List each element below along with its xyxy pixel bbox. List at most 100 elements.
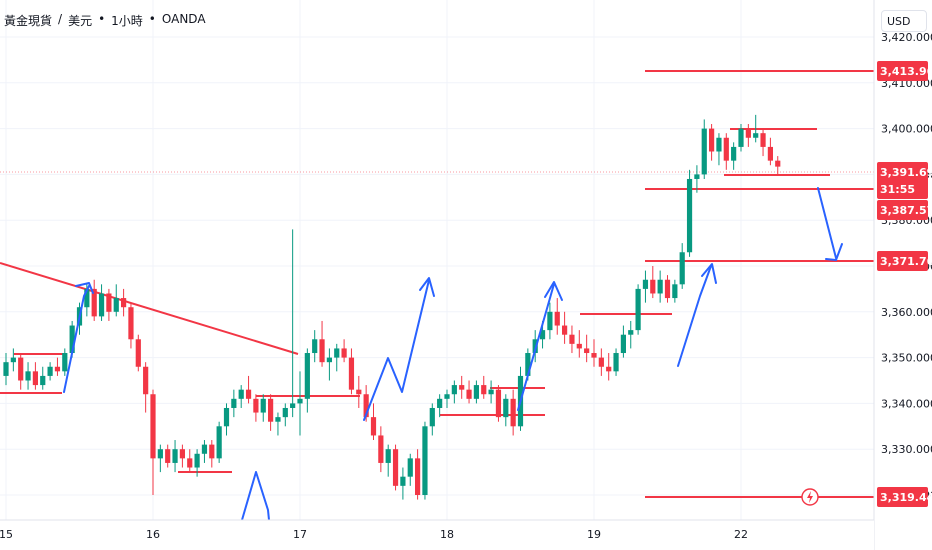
symbol-name: 黃金現貨 [4, 14, 53, 28]
price-tick-label: 3,420.000 [881, 31, 932, 44]
candle [121, 288, 127, 317]
candle-body [135, 339, 141, 367]
arrow-up-15[interactable] [63, 285, 90, 393]
candle-body [716, 137, 722, 152]
candle [437, 394, 443, 418]
candle [392, 444, 399, 491]
candle [209, 440, 215, 468]
candle [370, 403, 377, 441]
candle [282, 403, 288, 427]
trendline-down[interactable] [0, 262, 299, 355]
candle [415, 449, 421, 500]
candle-body [547, 311, 553, 331]
candle-body [363, 394, 369, 418]
arrow-head-19[interactable] [701, 263, 717, 284]
candle-body [628, 330, 634, 335]
candle [334, 343, 340, 372]
candle-body [576, 343, 582, 349]
candle [245, 375, 252, 404]
candle-body [253, 398, 259, 413]
candle [385, 444, 391, 477]
price-badge-bg [877, 251, 928, 271]
time-axis[interactable]: 15 16 17 18 19 22 [0, 519, 874, 550]
candle-body [650, 279, 656, 294]
candle [562, 311, 568, 344]
candle [620, 325, 626, 358]
projection-arrows[interactable] [63, 187, 843, 550]
arrow-down-22[interactable] [817, 187, 837, 259]
candle-body [569, 334, 575, 344]
candle-body [282, 407, 288, 418]
title-dot: • [148, 12, 156, 26]
candle [591, 339, 597, 367]
candle [760, 128, 766, 157]
candle-body [98, 293, 105, 317]
candle-body [554, 311, 560, 326]
candle [547, 302, 553, 340]
candle [106, 288, 112, 321]
candle [429, 403, 435, 436]
candle [628, 320, 634, 349]
candle [157, 444, 163, 473]
arrow-up-18[interactable] [517, 283, 555, 411]
candle-body [319, 339, 325, 363]
candle [745, 124, 751, 147]
candle-body [760, 133, 766, 147]
candle [253, 394, 259, 422]
arrow-head-22[interactable] [825, 243, 843, 261]
candle [606, 353, 612, 381]
candle [268, 394, 274, 431]
candle [672, 279, 678, 303]
candle-body [598, 357, 604, 367]
candle [179, 444, 185, 468]
arrow-head-18[interactable] [544, 281, 563, 301]
arrow-head-15[interactable] [75, 282, 94, 294]
candle [473, 380, 479, 404]
price-tick-label: 3,360.000 [881, 306, 932, 319]
candle-body [216, 426, 222, 459]
candle [444, 389, 450, 408]
candle-body [495, 389, 502, 418]
candle [201, 440, 208, 463]
symbol-currency: 美元 [68, 14, 93, 28]
candle [128, 302, 134, 349]
candle-body [150, 394, 156, 459]
price-axis[interactable]: 3,420.0003,410.0003,400.0003,390.0003,38… [873, 0, 932, 550]
candles-layer [3, 114, 781, 500]
candle [488, 380, 494, 404]
price-badge-bg [877, 162, 928, 182]
alert-icon[interactable] [801, 488, 819, 506]
horizontal-levels[interactable] [0, 70, 874, 498]
candle [187, 449, 193, 473]
candle-body [194, 453, 200, 468]
candle [723, 133, 729, 170]
price-badge-label: 3,387.578 [880, 204, 932, 217]
arrow-up-17[interactable] [363, 279, 430, 421]
candle-body [326, 357, 332, 363]
candle-body [459, 385, 465, 390]
candle [113, 284, 119, 317]
candle-body [69, 325, 75, 354]
currency-button[interactable]: USD [881, 10, 927, 32]
candle [554, 298, 560, 335]
candle-body [723, 137, 729, 161]
arrow-head-17[interactable] [419, 277, 435, 297]
candle-body [238, 389, 244, 399]
candle [400, 467, 406, 500]
arrow-up-19[interactable] [677, 265, 712, 367]
candle [54, 357, 61, 376]
candle [304, 348, 310, 413]
symbol-title[interactable]: 黃金現貨 / 美元 • 1小時 • OANDA [4, 12, 206, 29]
candle-body [297, 398, 303, 404]
candle-body [165, 449, 171, 463]
candle-body [370, 417, 377, 436]
candle-body [407, 458, 413, 477]
candle [569, 325, 575, 354]
candle [297, 371, 303, 436]
candle-body [686, 178, 693, 253]
candle-body [510, 398, 516, 427]
candle [312, 330, 318, 363]
candle-body [709, 128, 715, 152]
candle-body [481, 385, 487, 395]
